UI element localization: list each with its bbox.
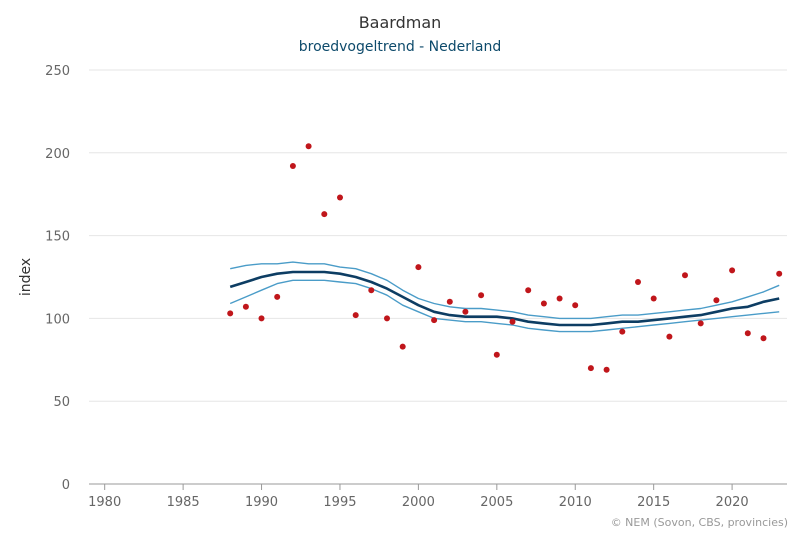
data-point <box>525 287 532 294</box>
data-point <box>384 315 390 322</box>
y-tick-label: 150 <box>45 230 70 245</box>
data-point <box>540 300 547 307</box>
y-tick-label: 100 <box>45 312 70 327</box>
lower-confidence-line <box>229 279 780 333</box>
data-point <box>760 335 767 342</box>
x-tick-label: 2010 <box>559 495 592 510</box>
series-lines <box>229 261 780 333</box>
trend-line <box>229 270 780 327</box>
x-tick-label: 1990 <box>245 495 278 510</box>
y-tick-label: 250 <box>45 64 70 79</box>
data-point <box>603 366 610 373</box>
data-point <box>446 298 453 305</box>
data-point <box>493 351 500 358</box>
data-point <box>352 312 359 319</box>
data-point <box>587 365 594 372</box>
data-point <box>509 318 516 325</box>
data-point <box>321 211 328 218</box>
y-axis-ticks: 0 50 100 150 200 250 <box>45 64 70 493</box>
data-point <box>431 317 438 324</box>
data-point <box>666 333 673 340</box>
x-tick-label: 2020 <box>716 495 749 510</box>
x-tick-label: 2015 <box>637 495 670 510</box>
data-point <box>776 270 783 277</box>
data-point <box>289 163 296 169</box>
data-point <box>556 295 563 302</box>
data-point <box>635 279 641 285</box>
data-point <box>258 315 265 322</box>
data-point <box>619 328 626 335</box>
y-tick-label: 50 <box>53 395 70 410</box>
chart-credit: © NEM (Sovon, CBS, provincies) <box>611 516 788 529</box>
data-point <box>697 320 704 327</box>
data-point <box>682 272 688 279</box>
data-point <box>713 297 720 304</box>
chart-title: Baardman <box>359 13 442 32</box>
grid-lines <box>89 69 787 402</box>
data-point <box>227 310 234 317</box>
x-axis: 1980 1985 1990 1995 2000 2005 2010 2015 2020 <box>88 483 787 510</box>
data-point <box>572 302 579 309</box>
data-point <box>368 287 375 294</box>
y-tick-label: 200 <box>45 147 70 162</box>
chart-subtitle: broedvogeltrend - Nederland <box>299 39 501 55</box>
data-point <box>337 194 343 201</box>
data-point <box>462 308 469 315</box>
data-point <box>744 330 751 337</box>
series-points <box>227 143 783 373</box>
x-tick-label: 1985 <box>167 495 200 510</box>
upper-confidence-line <box>230 261 780 320</box>
data-point <box>305 143 312 150</box>
data-point <box>415 264 422 271</box>
x-tick-label: 1980 <box>88 495 121 510</box>
x-tick-label: 2000 <box>402 495 435 510</box>
data-point <box>729 267 736 274</box>
y-axis-label: index <box>18 258 34 296</box>
x-tick-label: 2005 <box>480 495 513 510</box>
x-tick-label: 1995 <box>323 495 356 510</box>
y-tick-label: 0 <box>62 478 70 493</box>
data-point <box>274 293 281 300</box>
data-point <box>478 292 485 299</box>
data-point <box>242 303 249 310</box>
data-point <box>650 295 657 302</box>
data-point <box>399 343 406 350</box>
